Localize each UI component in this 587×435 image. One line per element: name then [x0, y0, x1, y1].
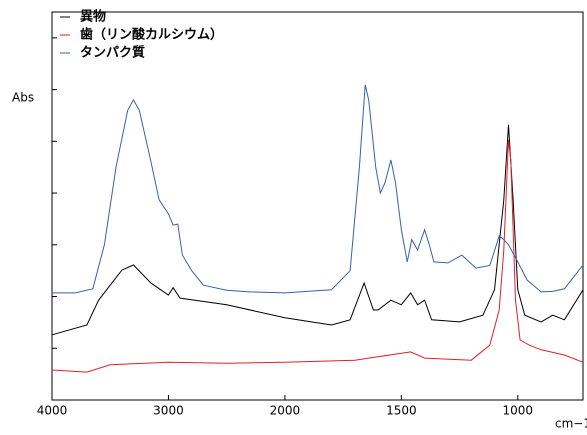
x-tick-label: 1000: [503, 404, 534, 418]
spectrum-line: [51, 139, 584, 373]
spectrum-line: [52, 84, 584, 294]
plot-frame: [51, 11, 584, 401]
x-tick-label: 2000: [270, 404, 301, 418]
x-tick-label: 1500: [386, 404, 417, 418]
y-axis-label: Abs: [12, 91, 34, 105]
spectrum-line: [51, 124, 584, 336]
x-tick-label: 4000: [37, 404, 68, 418]
legend-text: 歯（リン酸カルシウム）: [80, 27, 223, 43]
legend-text: タンパク質: [80, 45, 145, 61]
legend-text: 異物: [80, 9, 106, 25]
x-axis-label: cm−1: [555, 417, 587, 431]
x-tick-label: 3000: [153, 404, 184, 418]
